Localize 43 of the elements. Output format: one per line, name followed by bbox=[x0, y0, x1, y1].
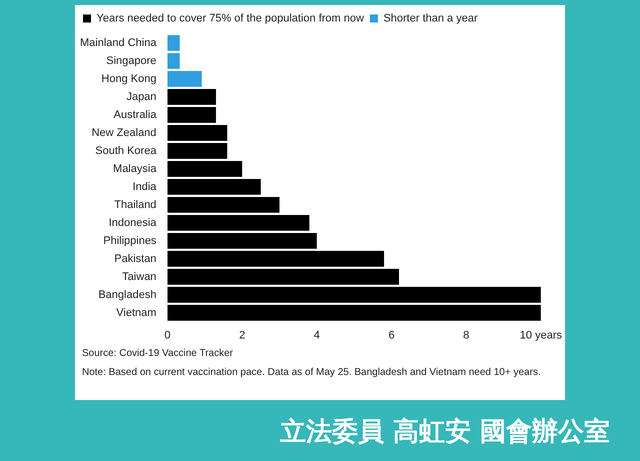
bar bbox=[167, 232, 317, 249]
bar bbox=[167, 268, 399, 285]
bar bbox=[167, 196, 280, 213]
bar bbox=[167, 250, 384, 267]
y-tick-label: India bbox=[132, 180, 158, 193]
bar bbox=[167, 143, 228, 159]
y-tick-label: Australia bbox=[114, 108, 158, 121]
y-tick-label: Bangladesh bbox=[98, 288, 156, 301]
bar bbox=[167, 178, 261, 195]
source-note: Source: Covid-19 Vaccine Tracker bbox=[82, 348, 234, 360]
legend-label: Shorter than a year bbox=[383, 12, 478, 25]
x-tick-label: 2 bbox=[239, 329, 246, 342]
bar bbox=[167, 71, 202, 87]
y-tick-label: Indonesia bbox=[108, 216, 158, 229]
y-tick-label: Singapore bbox=[106, 55, 156, 68]
y-tick-label: Japan bbox=[126, 90, 156, 103]
y-tick-label: Hong Kong bbox=[101, 73, 156, 85]
bar bbox=[167, 214, 310, 231]
y-tick-label: Malaysia bbox=[113, 162, 158, 175]
bar bbox=[167, 35, 180, 51]
y-tick-label: Pakistan bbox=[114, 252, 156, 265]
x-tick-label: 4 bbox=[314, 329, 320, 342]
bar bbox=[167, 286, 541, 303]
bar bbox=[167, 107, 216, 123]
text: 立法委員 高虹安 國會辦公室 bbox=[280, 416, 610, 449]
y-tick-label: Thailand bbox=[114, 198, 156, 211]
bar bbox=[167, 160, 242, 177]
x-tick-label: 6 bbox=[388, 329, 395, 342]
y-tick-label: New Zealand bbox=[92, 126, 156, 139]
y-tick-label: Mainland China bbox=[80, 37, 158, 50]
bar bbox=[167, 125, 228, 141]
y-tick-label: Taiwan bbox=[122, 270, 156, 283]
legend-label: Years needed to cover 75% of the population from now bbox=[96, 12, 364, 25]
text: Note: Based on current vaccination pace. Data as of May 25. Bangladesh and Vietnam need 10+ years. bbox=[82, 367, 542, 379]
y-tick-label: Vietnam bbox=[116, 306, 156, 319]
bar bbox=[167, 89, 216, 105]
x-tick-label: 8 bbox=[463, 329, 470, 342]
x-tick-label: 0 bbox=[164, 329, 170, 342]
y-tick-label: Philippines bbox=[103, 234, 157, 247]
y-tick-label: South Korea bbox=[95, 144, 158, 157]
bar bbox=[167, 304, 541, 321]
bar bbox=[167, 53, 180, 69]
x-tick-label: 10 years bbox=[520, 329, 562, 342]
